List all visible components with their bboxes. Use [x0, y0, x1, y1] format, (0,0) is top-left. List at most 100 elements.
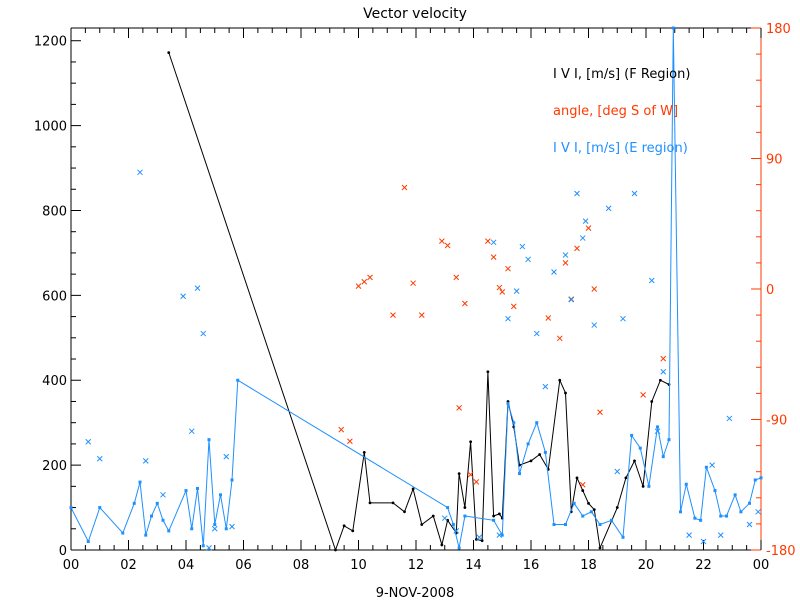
data-point-dot: [457, 472, 461, 476]
data-point-x: [96, 455, 103, 462]
y-tick-label-left: 600: [42, 289, 67, 304]
data-point-x: [355, 283, 362, 289]
data-point-x: [410, 280, 416, 287]
x-stroke-b: [496, 284, 503, 291]
x-tick-label: 12: [408, 558, 425, 573]
data-point-square: [457, 546, 461, 550]
x-stroke-b: [513, 288, 520, 294]
x-stroke-b: [347, 438, 353, 445]
x-stroke-b: [542, 383, 549, 390]
data-point-square: [230, 478, 234, 482]
data-point-square: [144, 533, 148, 537]
data-point-dot: [420, 523, 424, 526]
data-point-square: [589, 510, 593, 514]
y-tick-label-right: 90: [766, 153, 783, 168]
data-point-square: [610, 518, 613, 522]
data-point-x: [200, 330, 207, 337]
data-point-dot: [469, 440, 473, 444]
x-tick-label: 10: [350, 558, 367, 573]
data-point-square: [506, 402, 510, 406]
data-point-x: [525, 256, 531, 263]
data-point-dot: [658, 378, 662, 382]
data-point-square: [219, 493, 222, 497]
y-tick-label-right: 180: [766, 22, 791, 37]
data-point-x: [453, 274, 460, 281]
x-tick-label: 14: [465, 558, 482, 573]
x-stroke-b: [551, 269, 557, 275]
x-stroke-b: [142, 458, 149, 464]
data-point-x: [444, 242, 451, 249]
data-point-dot: [633, 459, 636, 463]
data-point-x: [490, 254, 497, 260]
x-stroke-b: [579, 481, 586, 488]
data-point-x: [574, 245, 580, 252]
data-point-square: [526, 442, 530, 446]
x-stroke-b: [439, 238, 445, 245]
data-point-square: [463, 514, 467, 518]
y-tick-label-right: -90: [766, 414, 787, 429]
data-point-x: [439, 238, 445, 245]
data-point-square: [196, 486, 199, 490]
x-stroke-b: [453, 274, 460, 281]
x-tick-label: 16: [523, 558, 540, 573]
x-tick-label: 22: [695, 558, 712, 573]
x-tick-label: 18: [580, 558, 597, 573]
x-stroke-b: [229, 523, 235, 530]
data-point-x: [542, 383, 549, 390]
x-stroke-b: [510, 303, 517, 310]
x-stroke-b: [533, 330, 540, 337]
data-point-dot: [167, 51, 171, 55]
data-point-x: [717, 532, 724, 538]
data-point-square: [492, 518, 496, 522]
data-point-x: [211, 525, 218, 532]
data-point-square: [98, 506, 102, 510]
data-point-x: [519, 243, 526, 250]
data-point-dot: [529, 459, 533, 463]
x-stroke-b: [582, 218, 589, 224]
data-point-x: [476, 534, 483, 541]
legend-entry-1: angle, [deg S of W]: [553, 104, 678, 119]
data-point-x: [605, 205, 612, 212]
x-stroke-b: [648, 277, 655, 284]
data-point-x: [499, 289, 506, 295]
data-point-x: [467, 471, 474, 478]
data-point-square: [647, 484, 651, 488]
x-stroke-b: [505, 315, 511, 322]
data-point-x: [505, 265, 511, 272]
x-stroke-b: [597, 409, 603, 416]
x-stroke-b: [206, 545, 212, 551]
data-point-x: [180, 293, 186, 300]
data-point-square: [739, 510, 743, 514]
data-point-x: [441, 515, 448, 522]
data-point-x: [85, 438, 92, 445]
x-axis-label: 9-NOV-2008: [376, 586, 455, 600]
x-stroke-b: [200, 330, 207, 337]
x-stroke-b: [444, 242, 451, 249]
x-tick-label: 00: [753, 558, 770, 573]
data-point-square: [598, 523, 602, 527]
x-tick-label: 06: [235, 558, 252, 573]
data-point-square: [535, 421, 539, 425]
data-point-x: [631, 190, 638, 197]
x-tick-label: 02: [120, 558, 137, 573]
data-point-x: [142, 458, 149, 464]
data-point-x: [456, 405, 462, 411]
y-tick-label-left: 200: [42, 459, 67, 474]
y-tick-label-left: 0: [59, 544, 67, 559]
data-point-dot: [615, 506, 619, 509]
x-tick-label: 04: [178, 558, 195, 573]
series-2: [69, 26, 763, 550]
data-point-square: [446, 506, 450, 510]
x-stroke-b: [410, 280, 416, 287]
x-stroke-b: [496, 532, 503, 538]
data-point-x: [473, 478, 480, 485]
x-stroke-b: [562, 260, 569, 266]
x-stroke-b: [717, 532, 724, 538]
x-stroke-b: [579, 235, 586, 241]
data-point-x: [746, 521, 753, 528]
data-point-x: [510, 303, 517, 310]
x-stroke-b: [755, 508, 761, 515]
x-stroke-b: [525, 256, 531, 263]
x-stroke-b: [726, 415, 733, 422]
data-point-x: [556, 335, 563, 342]
